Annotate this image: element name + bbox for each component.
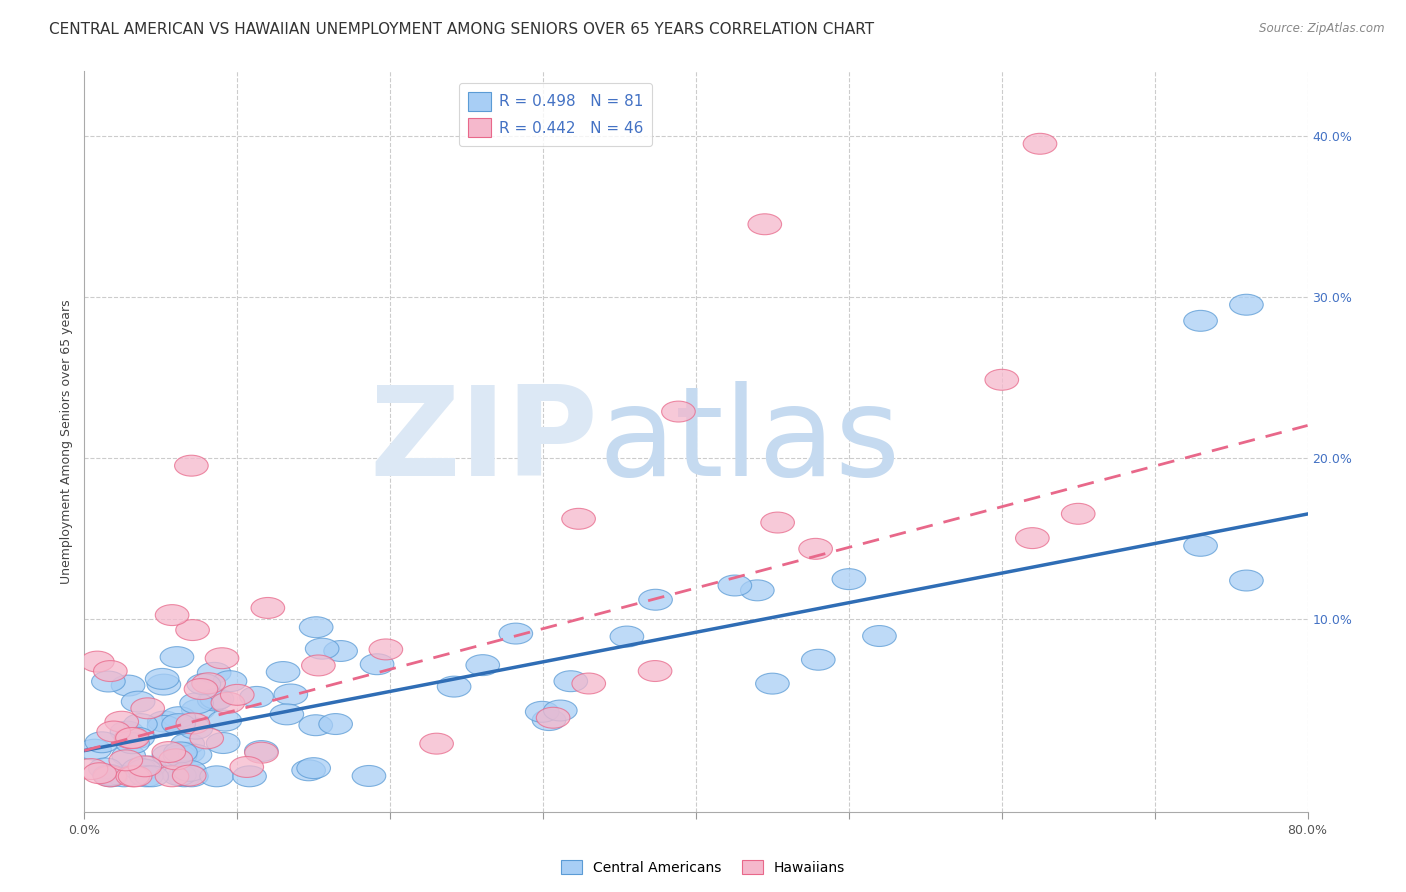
Text: CENTRAL AMERICAN VS HAWAIIAN UNEMPLOYMENT AMONG SENIORS OVER 65 YEARS CORRELATIO: CENTRAL AMERICAN VS HAWAIIAN UNEMPLOYMEN…: [49, 22, 875, 37]
Text: atlas: atlas: [598, 381, 900, 502]
Text: ZIP: ZIP: [370, 381, 598, 502]
Legend: Central Americans, Hawaiians: Central Americans, Hawaiians: [555, 855, 851, 880]
Legend: R = 0.498   N = 81, R = 0.442   N = 46: R = 0.498 N = 81, R = 0.442 N = 46: [458, 83, 652, 146]
Text: Source: ZipAtlas.com: Source: ZipAtlas.com: [1260, 22, 1385, 36]
Y-axis label: Unemployment Among Seniors over 65 years: Unemployment Among Seniors over 65 years: [60, 299, 73, 584]
